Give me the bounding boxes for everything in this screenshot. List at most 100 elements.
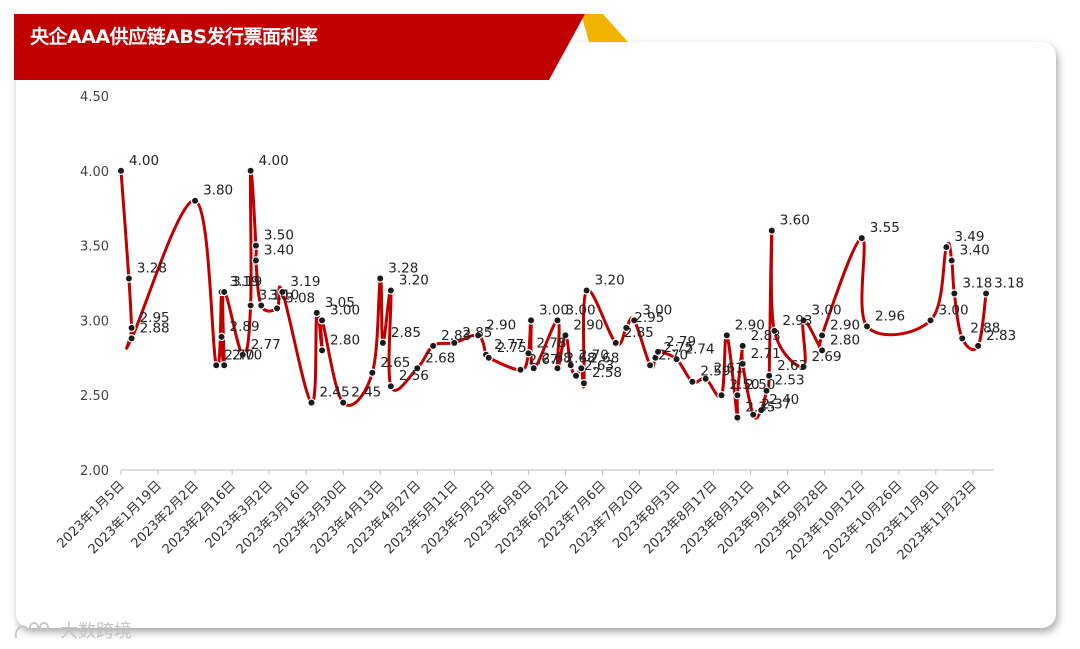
data-label: 3.28 [388,261,418,277]
data-labels: 4.003.282.952.883.802.703.192.892.703.19… [129,153,1024,416]
data-point [733,391,742,400]
data-label: 3.49 [954,229,984,245]
data-label: 2.85 [624,325,654,341]
data-point [278,287,287,297]
data-point [251,256,261,265]
data-point [611,338,620,348]
data-point [947,256,956,265]
data-point [942,242,951,252]
data-point [817,331,827,340]
data-point [767,226,776,235]
data-point [981,289,991,298]
data-point [127,334,136,343]
y-tick-label: 2.50 [80,389,109,404]
data-label: 2.68 [425,350,455,366]
data-label: 3.10 [269,287,299,303]
data-label: 2.90 [830,317,860,333]
data-label: 3.20 [595,272,625,288]
data-point [717,391,726,400]
data-point [582,286,591,295]
data-label: 2.90 [573,317,603,333]
data-label: 2.45 [351,385,381,401]
series-line [119,168,988,422]
data-label: 2.53 [774,373,804,389]
data-point [862,322,872,331]
data-point [317,316,327,325]
data-label: 3.28 [137,261,167,277]
data-label: 2.77 [251,337,281,353]
data-label: 2.50 [730,377,760,393]
data-point [212,361,221,370]
data-point [738,341,747,351]
data-point [857,233,866,243]
data-label: 2.50 [745,377,775,393]
data-label: 2.75 [663,340,693,356]
data-point [376,274,385,283]
data-label: 3.80 [203,183,233,199]
data-label: 2.88 [140,320,170,336]
data-label: 2.56 [399,368,429,384]
data-point [217,332,226,342]
data-label: 2.63 [777,358,807,374]
data-point [124,274,134,283]
data-point [579,379,589,388]
data-label: 2.85 [391,325,421,341]
data-label: 3.19 [232,274,262,290]
data-point [272,304,282,313]
data-point [219,361,229,370]
data-point [561,331,570,340]
data-label: 2.83 [441,328,471,344]
data-point [428,341,438,351]
data-point [749,410,758,419]
data-label: 3.19 [230,274,260,290]
data-point [817,346,827,355]
data-label: 2.90 [486,317,516,333]
data-label: 2.74 [685,341,715,357]
data-label: 2.88 [970,320,1000,336]
data-label: 2.71 [751,346,781,362]
data-point [757,405,766,415]
data-label: 3.00 [566,302,596,318]
series-line-group [119,168,988,422]
data-label: 2.68 [589,350,619,366]
data-point [529,364,538,373]
data-point [473,331,483,340]
data-point [733,413,742,422]
data-label: 2.59 [700,364,730,380]
data-label: 2.67 [528,352,558,368]
data-label: 2.96 [875,308,905,324]
data-label: 2.58 [592,365,622,381]
data-point [764,371,774,380]
data-label: 3.40 [960,243,990,259]
data-label: 2.37 [761,397,791,413]
data-label: 2.83 [751,328,781,344]
data-point [526,316,536,325]
data-label: 2.70 [579,347,609,363]
data-point [571,371,581,380]
data-label: 3.00 [642,302,672,318]
data-label: 2.95 [140,310,170,326]
data-point [950,289,959,298]
data-label: 3.00 [939,302,969,318]
data-label: 3.10 [259,287,289,303]
data-label: 3.08 [285,290,315,306]
data-point [577,364,586,373]
data-point [246,301,255,310]
data-point [722,331,732,340]
data-point [762,386,771,395]
data-point [368,368,377,377]
y-tick-label: 3.00 [80,314,109,329]
data-point [219,287,229,297]
data-label: 2.61 [714,361,744,377]
data-label: 4.00 [259,153,289,169]
data-point [688,377,697,386]
data-point [307,398,316,407]
data-label: 2.83 [986,328,1016,344]
title-banner [14,14,628,80]
data-label: 2.63 [584,358,614,374]
data-point [566,361,575,370]
y-tick-label: 3.50 [80,240,109,255]
data-label: 2.90 [735,317,765,333]
data-point [413,364,422,373]
